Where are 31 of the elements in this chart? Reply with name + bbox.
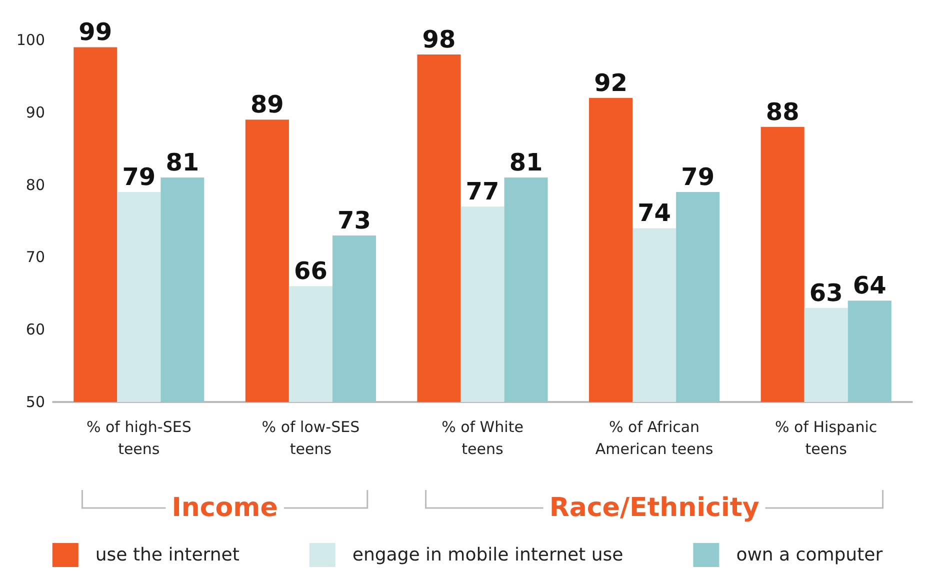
data-label: 88 <box>766 98 800 126</box>
y-tick-label: 90 <box>26 103 45 122</box>
legend-label: engage in mobile internet use <box>352 544 624 566</box>
text: Race/Ethnicity <box>549 493 760 523</box>
x-tick-label: % of African American teens <box>595 418 714 458</box>
data-label: 99 <box>78 18 112 46</box>
legend-label: use the internet <box>95 544 240 566</box>
data-label: 98 <box>422 25 456 54</box>
data-label: 73 <box>338 206 371 234</box>
x-tick-label: % of low-SES teens <box>262 418 360 458</box>
text: Income <box>172 493 278 523</box>
data-label: 79 <box>681 163 715 192</box>
data-label: 92 <box>594 68 628 97</box>
data-label: 66 <box>294 257 328 286</box>
y-tick-label: 100 <box>16 31 45 49</box>
data-label: 79 <box>122 163 156 192</box>
data-label: 81 <box>509 148 543 177</box>
y-tick-label: 80 <box>26 176 45 194</box>
y-tick-label: 70 <box>26 248 45 266</box>
x-tick-label: % of high-SES teens <box>86 418 192 458</box>
data-label: 81 <box>166 148 200 177</box>
x-tick-label: % of Hispanic teens <box>775 418 878 458</box>
data-label: 63 <box>809 278 843 307</box>
data-label: 64 <box>852 272 886 300</box>
y-tick-label: 50 <box>26 393 45 411</box>
data-label: 89 <box>250 90 284 119</box>
x-tick-label: % of White teens <box>442 418 524 458</box>
legend-label: own a computer <box>736 544 884 566</box>
data-label: 77 <box>466 178 500 206</box>
y-tick-label: 60 <box>26 320 45 339</box>
data-label: 74 <box>638 199 672 228</box>
